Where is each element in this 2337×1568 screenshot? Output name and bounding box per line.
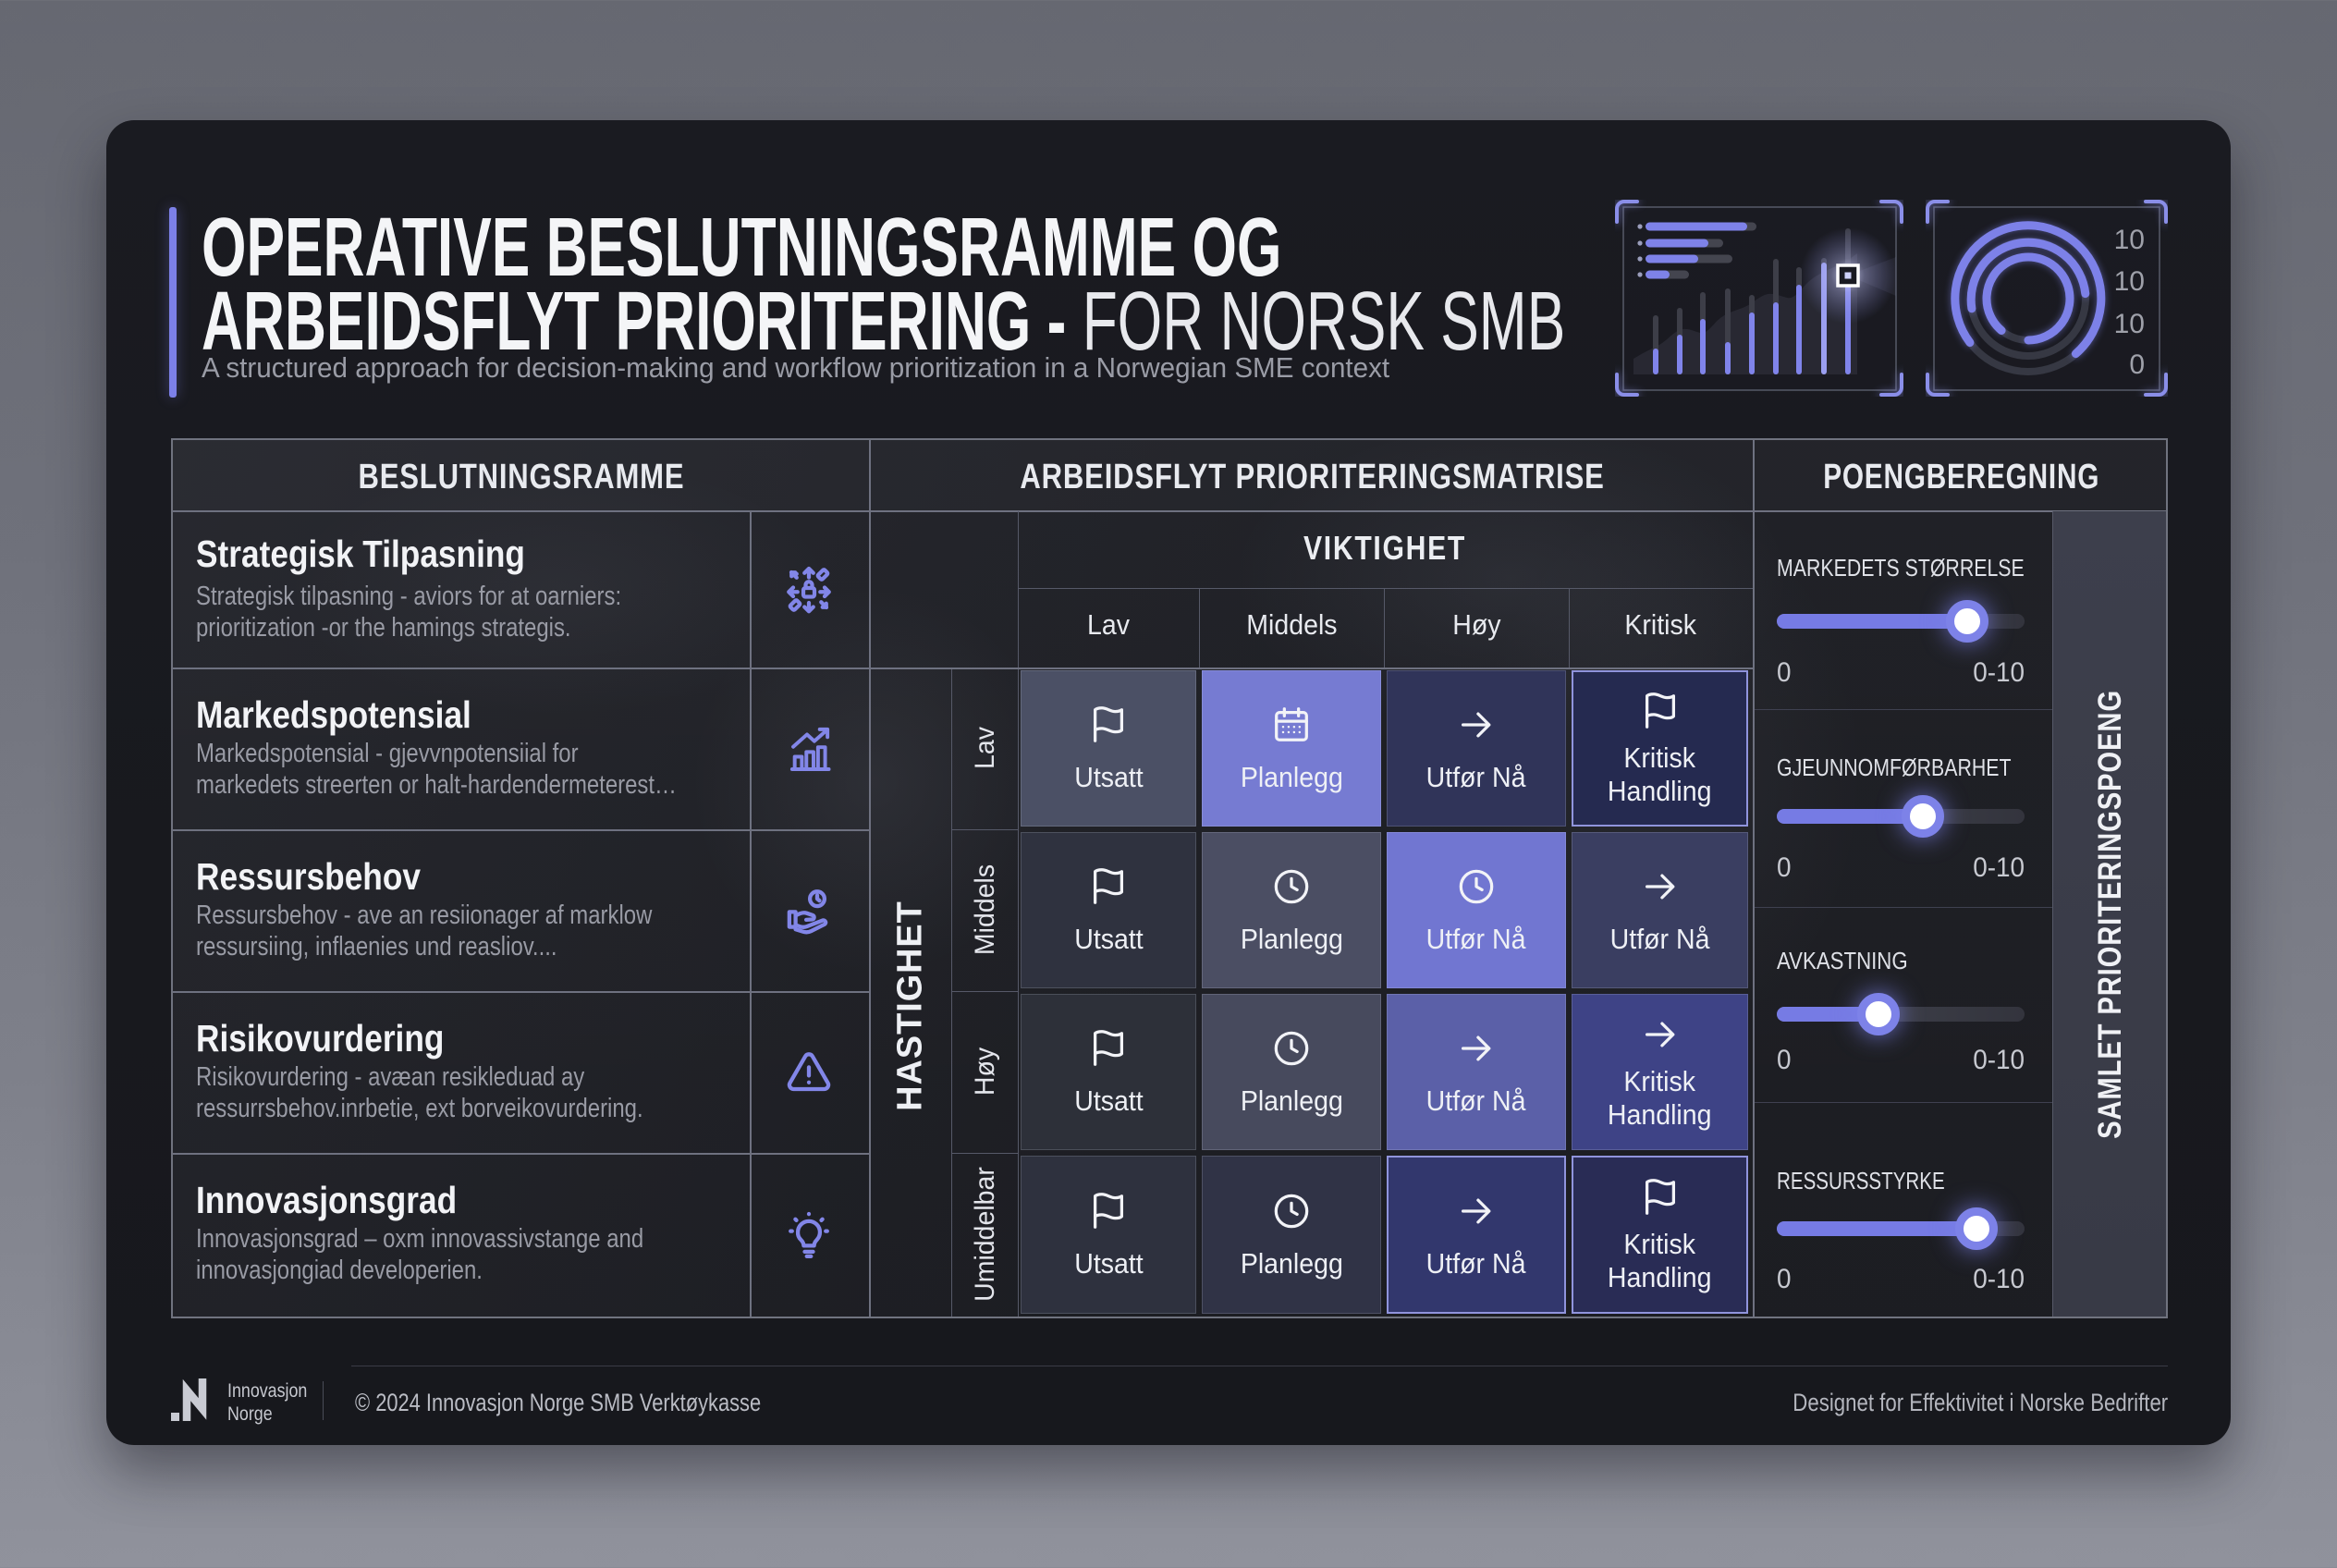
- svg-text:10: 10: [2114, 309, 2145, 339]
- svg-text:0: 0: [2129, 349, 2145, 380]
- svg-text:10: 10: [2114, 225, 2145, 255]
- svg-text:10: 10: [2114, 266, 2145, 297]
